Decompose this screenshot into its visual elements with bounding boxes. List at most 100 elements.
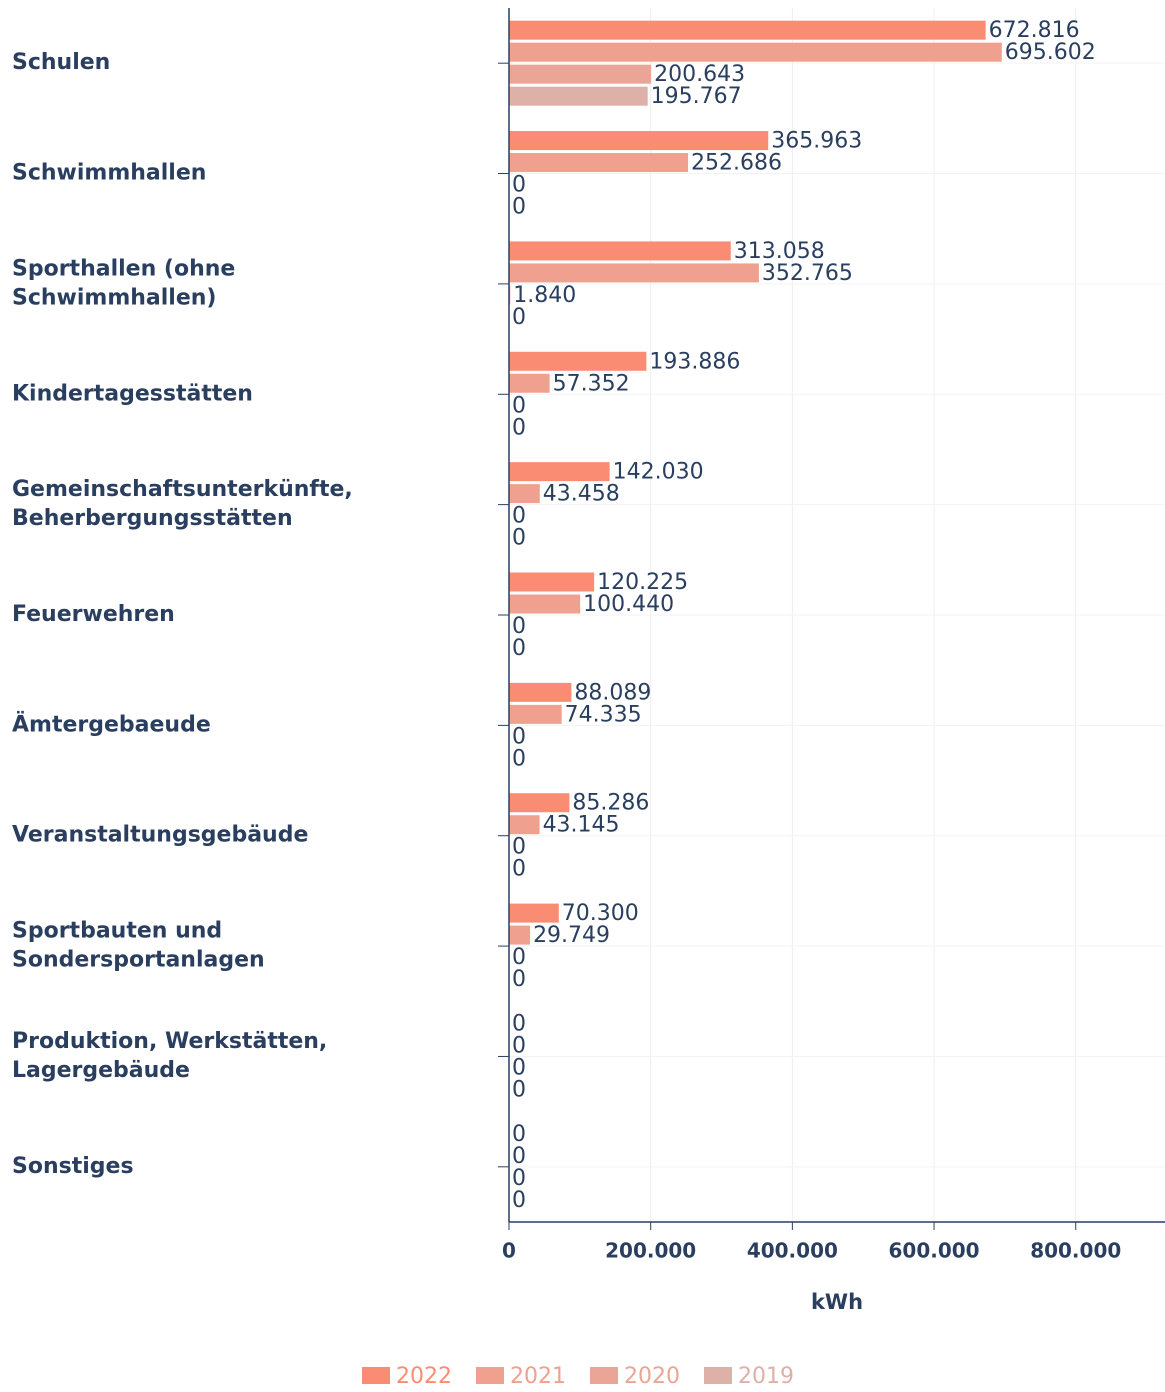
value-label: 0 — [512, 1077, 526, 1102]
category-label-line: Schulen — [12, 50, 110, 75]
value-label: 0 — [512, 945, 526, 970]
value-label: 0 — [512, 636, 526, 661]
bar — [509, 462, 610, 482]
category-label: Ämtergebaeude — [12, 711, 211, 737]
value-label: 195.767 — [651, 84, 742, 109]
value-label: 85.286 — [572, 791, 649, 816]
value-label: 43.458 — [543, 482, 620, 507]
bar — [509, 64, 652, 84]
value-label: 0 — [512, 1144, 526, 1169]
value-label: 0 — [512, 393, 526, 418]
legend-label: 2019 — [738, 1364, 794, 1389]
value-label: 0 — [512, 1166, 526, 1191]
category-label: Veranstaltungsgebäude — [12, 823, 308, 848]
category-label: Schulen — [12, 50, 110, 75]
category-label: Kindertagesstätten — [12, 381, 253, 406]
legend-label: 2021 — [510, 1364, 566, 1389]
category-label-line: Gemeinschaftsunterkünfte, — [12, 477, 353, 502]
bar — [509, 572, 595, 592]
bar — [509, 20, 986, 40]
value-label: 193.886 — [649, 349, 740, 374]
x-tick-label: 400.000 — [747, 1239, 838, 1263]
legend-swatch — [590, 1367, 618, 1384]
value-label: 0 — [512, 746, 526, 771]
category-label: Sonstiges — [12, 1154, 134, 1179]
x-tick-label: 200.000 — [605, 1239, 696, 1263]
value-label: 0 — [512, 857, 526, 882]
category-label: Produktion, Werkstätten, Lagergebäude — [12, 1029, 327, 1083]
bar — [509, 42, 1002, 62]
value-label: 0 — [512, 1122, 526, 1147]
category-label-line: Ämtergebaeude — [12, 711, 211, 737]
category-label-line: Sportbauten und — [12, 919, 222, 944]
value-label: 365.963 — [771, 129, 862, 154]
value-label: 0 — [512, 526, 526, 551]
value-label: 200.643 — [654, 62, 745, 87]
category-label-line: Sonstiges — [12, 1154, 134, 1179]
bar — [509, 131, 769, 151]
value-label: 43.145 — [543, 813, 620, 838]
legend-swatch — [476, 1367, 504, 1384]
value-label: 0 — [512, 195, 526, 220]
category-label: Sporthallen (ohne Schwimmhallen) — [12, 256, 235, 310]
value-label: 0 — [512, 835, 526, 860]
category-label-line: Sporthallen (ohne — [12, 256, 235, 281]
x-tick-label: 0 — [502, 1239, 516, 1263]
bar — [509, 263, 759, 283]
legend-swatch — [362, 1367, 390, 1384]
value-label: 120.225 — [597, 570, 688, 595]
category-label: Schwimmhallen — [12, 161, 206, 186]
value-label: 0 — [512, 305, 526, 330]
bar — [509, 815, 540, 835]
category-label-line: Feuerwehren — [12, 602, 175, 627]
category-label-line: Lagergebäude — [12, 1058, 190, 1083]
value-label: 252.686 — [691, 151, 782, 176]
legend-label: 2020 — [624, 1364, 680, 1389]
value-label: 0 — [512, 173, 526, 198]
bar — [509, 373, 550, 393]
category-label-line: Schwimmhallen) — [12, 285, 217, 310]
category-label-line: Beherbergungsstätten — [12, 506, 293, 531]
bar — [509, 351, 647, 371]
value-label: 0 — [512, 724, 526, 749]
value-label: 88.089 — [574, 680, 651, 705]
category-label-line: Sondersportanlagen — [12, 948, 265, 973]
category-label-line: Veranstaltungsgebäude — [12, 823, 308, 848]
x-tick-label: 600.000 — [889, 1239, 980, 1263]
value-label: 142.030 — [613, 460, 704, 485]
value-label: 0 — [512, 967, 526, 992]
bar — [509, 704, 562, 724]
value-label: 0 — [512, 1188, 526, 1213]
value-label: 0 — [512, 504, 526, 529]
value-label: 100.440 — [583, 592, 674, 617]
value-label: 70.300 — [562, 901, 639, 926]
x-axis-title: kWh — [811, 1290, 863, 1314]
value-label: 57.352 — [553, 371, 630, 396]
value-label: 672.816 — [989, 18, 1080, 43]
value-label: 0 — [512, 614, 526, 639]
bar — [509, 903, 559, 923]
category-label: Sportbauten und Sondersportanlagen — [12, 919, 265, 973]
value-label: 313.058 — [734, 239, 825, 264]
bar — [509, 241, 731, 261]
bar — [509, 86, 648, 106]
value-label: 1.840 — [513, 283, 576, 308]
value-label: 0 — [512, 415, 526, 440]
category-label: Gemeinschaftsunterkünfte, Beherbergungsst… — [12, 477, 353, 531]
legend-swatch — [704, 1367, 732, 1384]
value-label: 695.602 — [1005, 40, 1096, 65]
legend-label: 2022 — [396, 1364, 452, 1389]
bar — [509, 682, 572, 702]
value-label: 0 — [512, 1011, 526, 1036]
value-label: 74.335 — [565, 702, 642, 727]
bar — [509, 793, 570, 813]
value-label: 0 — [512, 1055, 526, 1080]
category-label-line: Schwimmhallen — [12, 161, 206, 186]
value-label: 0 — [512, 1033, 526, 1058]
category-label-line: Kindertagesstätten — [12, 381, 253, 406]
category-label-line: Produktion, Werkstätten, — [12, 1029, 327, 1054]
bar — [509, 925, 531, 945]
bar — [509, 484, 540, 504]
category-label: Feuerwehren — [12, 602, 175, 627]
